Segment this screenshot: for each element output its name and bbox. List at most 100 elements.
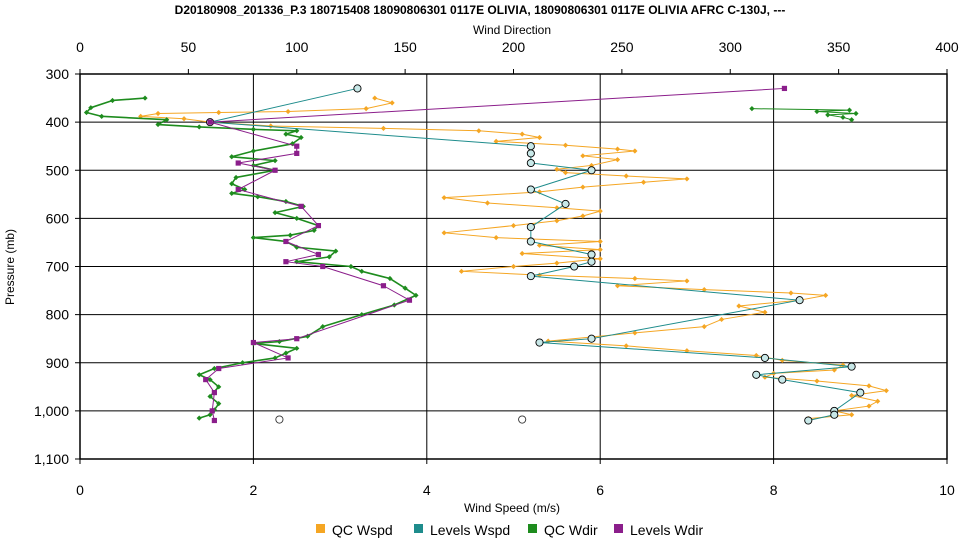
data-point	[736, 303, 742, 309]
data-point	[510, 222, 517, 229]
data-point	[856, 388, 865, 397]
data-point	[211, 389, 217, 396]
tick-label-y: 400	[46, 114, 70, 130]
data-point	[866, 383, 872, 389]
series-unlinked-markers	[275, 415, 527, 424]
legend-swatch	[316, 524, 325, 533]
data-point	[849, 117, 855, 123]
data-point	[684, 278, 690, 284]
data-point	[250, 235, 256, 241]
data-point	[536, 134, 543, 141]
data-point	[441, 195, 447, 201]
data-point	[587, 257, 596, 266]
bottom-axis-label: Wind Speed (m/s)	[464, 501, 560, 515]
data-point	[164, 117, 170, 123]
data-point	[294, 336, 300, 342]
grid	[80, 74, 947, 459]
data-point	[526, 237, 535, 246]
data-point	[272, 158, 278, 164]
data-point	[526, 142, 535, 151]
data-point	[823, 292, 829, 298]
data-point	[752, 370, 761, 379]
data-point	[298, 134, 304, 141]
data-point	[519, 131, 525, 137]
tick-label-x2: 300	[719, 39, 743, 55]
data-point	[250, 148, 256, 154]
data-point	[526, 185, 535, 194]
series-levels-wspd	[205, 84, 865, 425]
data-point	[580, 184, 586, 190]
data-point	[155, 121, 161, 128]
legend-item[interactable]: QC Wspd	[316, 522, 393, 538]
legend-item[interactable]: Levels Wspd	[414, 522, 510, 538]
data-point	[883, 388, 889, 394]
chart-title: D20180908_201336_P.3 180715408 180908063…	[175, 3, 786, 17]
data-point	[684, 348, 690, 354]
data-point	[289, 141, 296, 147]
legend-item[interactable]: QC Wdir	[528, 522, 598, 538]
data-point	[380, 125, 387, 131]
data-point	[526, 272, 535, 281]
data-point	[623, 173, 629, 179]
data-point	[285, 355, 291, 361]
tick-label-x: 4	[423, 482, 431, 498]
top-axis-label: Wind Direction	[473, 23, 551, 37]
series-line	[140, 97, 887, 420]
tick-label-y: 1,100	[34, 451, 69, 467]
ticks: 0 2 4 6 8 100 50 100 150 200 250 300 350 400300400500…	[34, 39, 959, 498]
data-point	[211, 365, 217, 372]
data-point	[849, 392, 855, 399]
data-point	[209, 408, 215, 414]
data-point	[561, 199, 570, 208]
legend-item[interactable]: Levels Wdir	[614, 522, 703, 538]
tick-label-x: 0	[76, 482, 84, 498]
data-point	[272, 167, 278, 173]
data-point	[250, 126, 256, 132]
data-point	[526, 149, 535, 158]
data-point	[701, 287, 707, 293]
data-point	[353, 84, 362, 93]
data-point	[554, 205, 560, 211]
data-point	[283, 259, 289, 265]
data-point	[380, 283, 387, 289]
data-point	[229, 181, 235, 187]
data-point	[272, 210, 278, 216]
data-point	[83, 109, 90, 116]
data-point	[196, 372, 202, 378]
legend-swatch	[414, 524, 423, 533]
data-point	[348, 263, 354, 270]
data-point	[875, 398, 881, 404]
legend-label: QC Wspd	[332, 522, 393, 538]
data-point	[207, 393, 213, 400]
data-point	[760, 353, 769, 362]
data-point	[562, 170, 569, 176]
legend[interactable]: QC Wspd Levels Wspd QC Wdir Levels Wdir	[316, 522, 703, 538]
data-point	[235, 160, 241, 166]
data-point	[326, 254, 332, 260]
data-point	[849, 412, 855, 418]
data-point	[701, 324, 707, 330]
data-point	[363, 106, 369, 112]
data-point	[570, 262, 579, 271]
data-point	[142, 95, 148, 101]
data-point	[554, 260, 560, 266]
data-point	[554, 218, 560, 224]
data-point	[315, 251, 322, 258]
tick-label-x2: 0	[76, 39, 84, 55]
data-point	[840, 362, 846, 368]
data-point	[526, 222, 535, 232]
data-point	[207, 376, 213, 383]
data-point	[597, 256, 603, 262]
data-point	[762, 309, 768, 315]
data-point	[847, 362, 856, 371]
data-point	[320, 324, 326, 330]
data-point	[387, 275, 393, 282]
data-point	[372, 95, 378, 101]
data-point	[294, 143, 300, 149]
data-point	[614, 157, 621, 163]
tick-label-x2: 200	[502, 39, 526, 55]
data-point	[413, 292, 419, 298]
data-point	[216, 384, 222, 390]
data-point	[795, 296, 804, 305]
data-point	[597, 208, 603, 214]
